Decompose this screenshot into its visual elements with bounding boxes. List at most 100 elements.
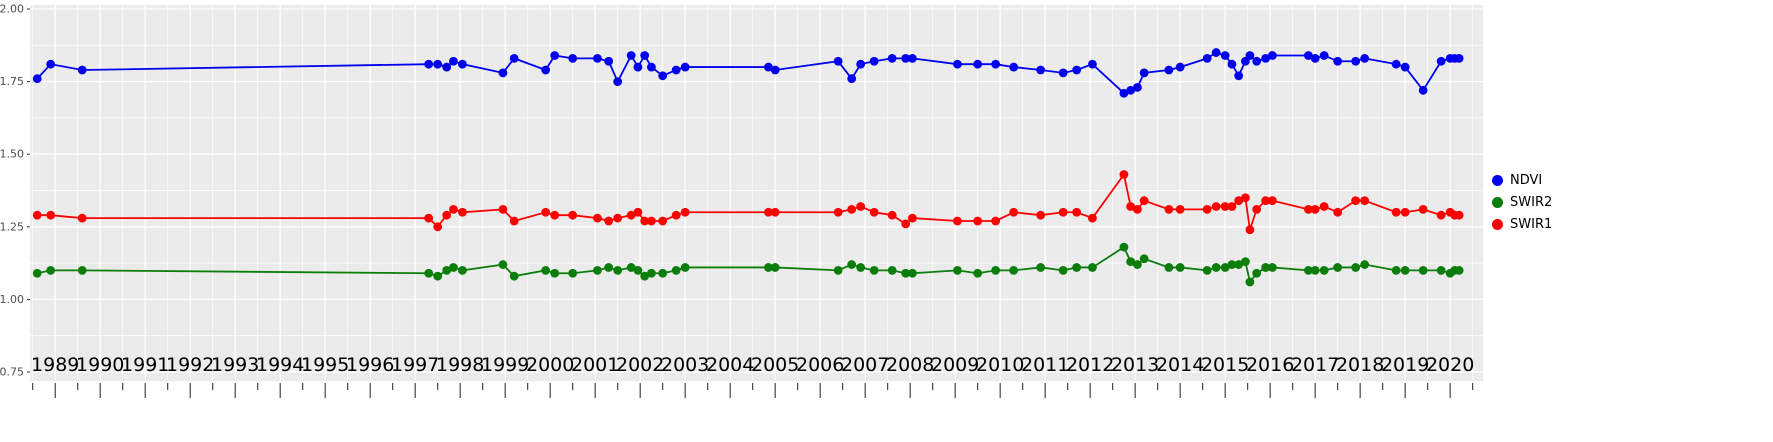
data-point: [626, 210, 636, 220]
y-tick-label: 1.00: [0, 293, 24, 306]
data-point: [1310, 53, 1320, 63]
data-point: [1175, 62, 1185, 72]
data-point: [1220, 202, 1230, 211]
data-point: [1391, 265, 1401, 275]
data-point: [973, 59, 983, 69]
data-point: [833, 56, 843, 66]
data-point: [1234, 196, 1244, 206]
data-point: [1211, 202, 1221, 211]
data-point: [658, 268, 668, 278]
data-point: [1454, 210, 1464, 220]
data-point: [626, 263, 636, 272]
data-point: [1072, 263, 1082, 272]
y-tick-label: 1.75: [0, 75, 24, 88]
data-point: [77, 65, 87, 75]
data-point: [46, 265, 56, 275]
data-point: [1227, 59, 1237, 69]
x-tick-label: 2001: [571, 354, 619, 376]
data-point: [1126, 257, 1136, 267]
x-tick-label: 2010: [976, 354, 1024, 376]
x-tick-label: 1992: [166, 354, 214, 376]
data-point: [856, 263, 866, 272]
data-point: [1351, 56, 1361, 66]
x-tick-label: 1996: [346, 354, 394, 376]
data-point: [1220, 263, 1230, 272]
data-point: [1436, 210, 1446, 220]
data-point: [458, 59, 467, 69]
data-point: [901, 219, 911, 229]
series-swir2: [32, 242, 1464, 287]
data-point: [46, 59, 56, 69]
data-point: [973, 268, 983, 278]
data-point: [887, 53, 897, 63]
data-point: [1333, 56, 1343, 66]
data-point: [77, 213, 87, 223]
data-point: [1400, 207, 1410, 217]
data-point: [433, 59, 443, 69]
data-point: [433, 222, 443, 232]
data-point: [991, 59, 1001, 69]
data-point: [442, 62, 452, 72]
data-point: [458, 207, 467, 217]
data-point: [613, 265, 623, 275]
data-point: [1211, 48, 1221, 57]
data-point: [1436, 56, 1446, 66]
data-point: [1252, 268, 1262, 278]
series-ndvi: [32, 48, 1464, 98]
data-point: [640, 216, 650, 226]
legend-item-ndvi: NDVI: [1492, 174, 1552, 187]
legend-item-swir1: SWIR1: [1492, 218, 1552, 231]
data-point: [1126, 85, 1136, 95]
data-point: [1139, 196, 1149, 206]
data-point: [509, 53, 519, 63]
data-point: [680, 263, 690, 272]
data-point: [424, 213, 434, 223]
data-point: [1245, 277, 1255, 287]
data-point: [433, 271, 443, 281]
data-point: [1088, 213, 1097, 223]
x-tick-label: 2014: [1156, 354, 1204, 376]
data-point: [658, 71, 668, 81]
data-point: [1139, 254, 1149, 264]
data-point: [541, 265, 551, 275]
x-tick-label: 1991: [121, 354, 169, 376]
data-point: [1454, 265, 1464, 275]
data-point: [593, 213, 602, 223]
x-tick-label: 2007: [841, 354, 889, 376]
legend-key-ndvi-icon: [1492, 175, 1503, 186]
x-tick-label: 1989: [31, 354, 79, 376]
data-point: [1139, 68, 1149, 78]
data-point: [1234, 71, 1244, 81]
legend-label-ndvi: NDVI: [1510, 173, 1543, 188]
data-point: [633, 265, 643, 275]
data-point: [991, 216, 1001, 226]
data-point: [1310, 265, 1320, 275]
x-tick-label: 1993: [211, 354, 259, 376]
data-point: [1202, 265, 1212, 275]
x-tick-label: 1994: [256, 354, 304, 376]
data-point: [550, 268, 560, 278]
data-point: [1310, 204, 1320, 214]
x-axis: 1989199019911992199319941995199619971998…: [31, 354, 1474, 376]
x-tick-label: 2000: [526, 354, 574, 376]
data-point: [541, 207, 551, 217]
data-point: [509, 271, 519, 281]
data-point: [770, 263, 780, 272]
data-point: [1351, 196, 1361, 206]
data-point: [640, 51, 650, 60]
data-point: [1036, 65, 1046, 75]
y-axis: 2.00 1.75 1.50 1.25 1.00 0.75: [0, 3, 30, 379]
data-point: [46, 210, 56, 220]
data-point: [1009, 265, 1019, 275]
data-point: [1268, 196, 1277, 206]
data-point: [908, 213, 917, 223]
data-point: [1036, 263, 1046, 272]
data-point: [640, 271, 650, 281]
x-tick-label: 1997: [391, 354, 439, 376]
data-point: [498, 204, 508, 214]
x-tick-label: 2012: [1066, 354, 1114, 376]
data-point: [593, 53, 602, 63]
data-point: [770, 207, 780, 217]
data-point: [626, 51, 636, 60]
